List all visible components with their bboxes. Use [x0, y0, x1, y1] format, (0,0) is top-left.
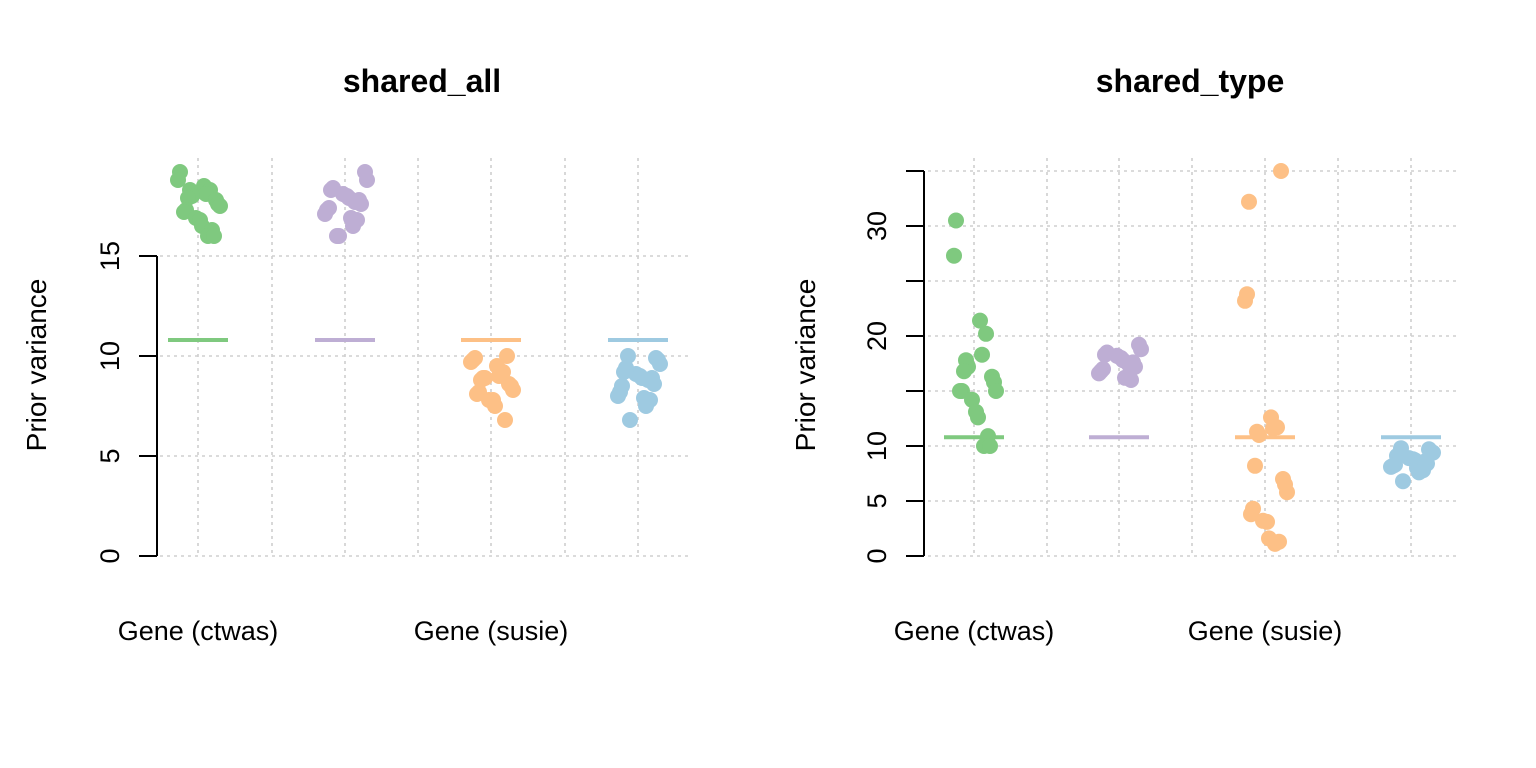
data-point [1237, 292, 1253, 309]
data-point [1243, 506, 1259, 523]
data-point [964, 391, 980, 408]
y-tick-label: 10 [862, 431, 892, 461]
data-point [170, 172, 186, 188]
y-axis-label: Prior variance [21, 279, 52, 452]
data-point [1241, 193, 1257, 210]
data-point [345, 218, 361, 234]
x-category-label: Gene (ctwas) [118, 616, 279, 646]
y-axis: 0 5 10 15 [95, 241, 158, 564]
y-tick-label: 15 [95, 241, 125, 271]
data-point [317, 206, 333, 222]
data-point [1267, 535, 1283, 552]
data-point [1395, 473, 1411, 490]
data-point [1133, 341, 1149, 358]
data-point [1127, 358, 1143, 375]
data-point [972, 312, 988, 329]
data-point [1265, 420, 1281, 437]
series-1 [944, 212, 1004, 454]
series-3 [1235, 163, 1295, 552]
y-tick-label: 30 [862, 211, 892, 241]
y-tick-label: 5 [95, 448, 125, 463]
data-point [499, 348, 515, 364]
series-3 [461, 338, 521, 428]
series-2 [1089, 336, 1149, 440]
series-4 [1381, 435, 1441, 490]
data-point [212, 198, 228, 214]
data-point [487, 398, 503, 414]
data-point [982, 438, 998, 454]
y-axis-label: Prior variance [790, 279, 821, 452]
data-point [610, 388, 626, 404]
data-point [505, 382, 521, 398]
chart-panel-shared-type: 0 5 10 20 30 shared_type Prior variance Gene (c… [790, 63, 1456, 646]
data-point [1411, 464, 1427, 481]
chart-panel-shared-all: 0 5 10 15 shared_all Prior variance Gene (ctwa… [21, 63, 688, 646]
data-point [497, 412, 513, 428]
data-point [956, 363, 972, 380]
data-point [1273, 163, 1289, 179]
series-1 [168, 164, 228, 342]
data-point [1247, 457, 1263, 474]
y-axis: 0 5 10 20 30 [862, 170, 925, 564]
data-point [473, 372, 489, 388]
grid [160, 158, 688, 557]
data-point [463, 354, 479, 370]
data-point [331, 228, 347, 244]
data-point [978, 325, 994, 342]
data-point [1091, 365, 1107, 382]
data-point [180, 190, 196, 206]
data-point [353, 196, 369, 212]
data-point [946, 247, 962, 264]
y-tick-label: 0 [862, 548, 892, 563]
data-point [469, 386, 485, 402]
chart-title: shared_type [1096, 63, 1285, 99]
data-point [638, 398, 654, 414]
x-category-label: Gene (susie) [1188, 616, 1343, 646]
data-point [622, 412, 638, 428]
data-point [359, 172, 375, 188]
data-point [206, 228, 222, 244]
data-point [616, 364, 632, 380]
data-point [948, 212, 964, 229]
data-point [970, 409, 986, 426]
y-tick-label: 20 [862, 321, 892, 351]
data-point [646, 376, 662, 392]
grid [928, 158, 1456, 557]
x-category-label: Gene (ctwas) [894, 616, 1055, 646]
series-4 [608, 338, 668, 428]
data-point [1259, 513, 1275, 530]
data-point [652, 356, 668, 372]
x-category-label: Gene (susie) [414, 616, 569, 646]
series-2 [315, 164, 375, 342]
chart-title: shared_all [343, 63, 501, 99]
data-point [1279, 484, 1295, 501]
data-point [988, 383, 1004, 399]
data-point [974, 346, 990, 363]
y-tick-label: 5 [862, 493, 892, 508]
data-point [1383, 458, 1399, 475]
data-point [952, 383, 968, 399]
y-tick-label: 0 [95, 548, 125, 563]
data-point [1097, 346, 1113, 363]
data-point [1251, 427, 1267, 443]
data-point [1123, 372, 1139, 388]
y-tick-label: 10 [95, 341, 125, 371]
data-point [176, 204, 192, 220]
data-point [620, 348, 636, 364]
